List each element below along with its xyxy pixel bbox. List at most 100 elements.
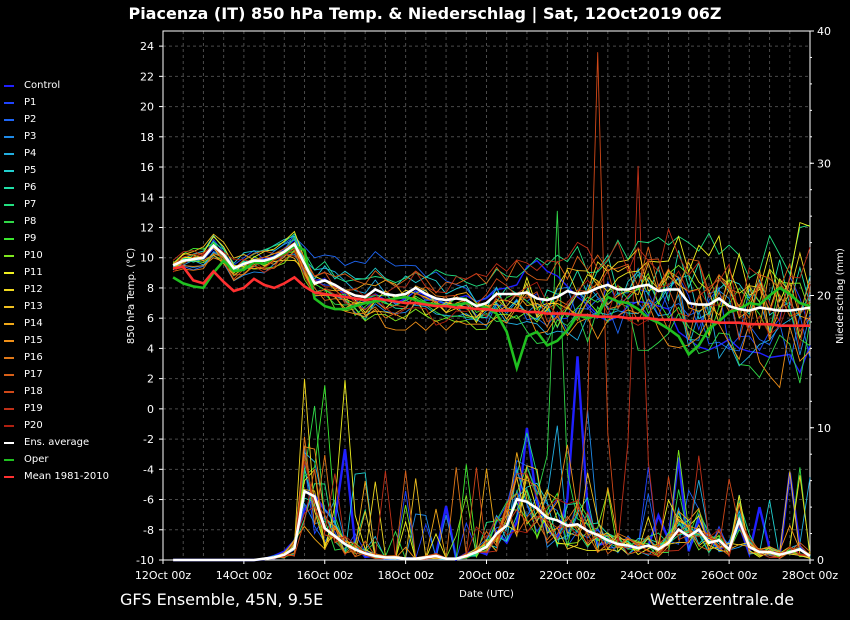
legend-item: P19 (4, 400, 129, 417)
legend-item: P18 (4, 383, 129, 400)
x-tick-label: 26Oct 00z (701, 569, 758, 582)
legend-label: P1 (24, 97, 37, 108)
y-tick-label: 6 (147, 312, 154, 325)
legend: Control P1 P2 P3 P4 P5 P6 P7 P8 P9 P10 P11 P12 P13 P14… (4, 77, 129, 485)
y-axis-right: 0 10 20 30 40 (810, 25, 831, 567)
temp-line-p16 (172, 250, 811, 341)
legend-item: P4 (4, 145, 129, 162)
legend-label: P18 (24, 386, 43, 397)
legend-swatch (4, 476, 14, 478)
y-tick-label: 20 (140, 101, 154, 114)
legend-item: P8 (4, 213, 129, 230)
precip-line-p6 (173, 487, 811, 561)
legend-item: P6 (4, 179, 129, 196)
legend-label: P15 (24, 335, 43, 346)
legend-item: P16 (4, 349, 129, 366)
y-tick-label: 14 (140, 191, 154, 204)
y2-axis-label: Niederschlag (mm) (835, 248, 846, 344)
temp-line-p15 (172, 244, 811, 389)
legend-item: Ens. average (4, 434, 129, 451)
legend-item: P11 (4, 264, 129, 281)
legend-label: P14 (24, 318, 43, 329)
legend-label: P5 (24, 165, 37, 176)
legend-swatch (4, 459, 14, 461)
y2-tick-label: 10 (817, 422, 831, 435)
legend-swatch (4, 357, 14, 359)
temp-line-p17 (172, 242, 811, 333)
legend-label: Ens. average (24, 437, 90, 448)
legend-label: P17 (24, 369, 43, 380)
legend-swatch (4, 102, 14, 104)
legend-item: Oper (4, 451, 129, 468)
legend-label: P12 (24, 284, 43, 295)
temp-line-p20 (172, 244, 811, 348)
legend-swatch (4, 85, 14, 87)
y-tick-label: 8 (147, 282, 154, 295)
legend-swatch (4, 408, 14, 410)
y-tick-label: 2 (147, 373, 154, 386)
legend-item: P17 (4, 366, 129, 383)
legend-label: P2 (24, 114, 37, 125)
legend-label: Control (24, 80, 61, 91)
legend-item: P13 (4, 298, 129, 315)
legend-swatch (4, 272, 14, 274)
y-tick-label: 4 (147, 342, 154, 355)
legend-label: P13 (24, 301, 43, 312)
y-tick-label: 16 (140, 161, 154, 174)
legend-swatch (4, 391, 14, 393)
source-label: Wetterzentrale.de (650, 590, 795, 609)
model-label: GFS Ensemble, 45N, 9.5E (120, 590, 324, 609)
legend-item: P14 (4, 315, 129, 332)
y-tick-label: -2 (143, 433, 154, 446)
y-tick-label: -4 (143, 463, 154, 476)
legend-label: P10 (24, 250, 43, 261)
legend-label: P3 (24, 131, 37, 142)
legend-item: P7 (4, 196, 129, 213)
legend-swatch (4, 442, 14, 444)
precip-line-p19 (173, 165, 811, 561)
legend-label: P11 (24, 267, 43, 278)
legend-swatch (4, 221, 14, 223)
x-axis: 12Oct 00z 14Oct 00z 16Oct 00z 18Oct 00z 20Oc… (135, 560, 839, 582)
precip-line-ens-average (173, 489, 811, 562)
legend-swatch (4, 119, 14, 121)
legend-item: Control (4, 77, 129, 94)
legend-swatch (4, 238, 14, 240)
legend-item: P5 (4, 162, 129, 179)
legend-item: P2 (4, 111, 129, 128)
y-tick-label: -10 (136, 554, 154, 567)
y-tick-label: -6 (143, 494, 154, 507)
legend-item: P12 (4, 281, 129, 298)
legend-swatch (4, 425, 14, 427)
legend-item: P20 (4, 417, 129, 434)
legend-label: Oper (24, 454, 49, 465)
temp-line-p10 (172, 248, 811, 331)
legend-swatch (4, 306, 14, 308)
x-tick-label: 22Oct 00z (539, 569, 596, 582)
y-tick-label: 18 (140, 131, 154, 144)
legend-item: P10 (4, 247, 129, 264)
legend-swatch (4, 255, 14, 257)
x-tick-label: 12Oct 00z (135, 569, 192, 582)
legend-label: P19 (24, 403, 43, 414)
legend-item: Mean 1981-2010 (4, 468, 129, 485)
y-tick-label: 22 (140, 70, 154, 83)
legend-swatch (4, 170, 14, 172)
legend-swatch (4, 204, 14, 206)
legend-item: P3 (4, 128, 129, 145)
x-tick-label: 24Oct 00z (620, 569, 677, 582)
y-tick-label: 0 (147, 403, 154, 416)
y2-tick-label: 30 (817, 157, 831, 170)
y2-tick-label: 20 (817, 290, 831, 303)
temp-line-p19 (172, 227, 811, 323)
legend-label: P4 (24, 148, 37, 159)
x-tick-label: 20Oct 00z (458, 569, 515, 582)
legend-label: P20 (24, 420, 43, 431)
legend-item: P1 (4, 94, 129, 111)
y-tick-label: 12 (140, 221, 154, 234)
x-tick-label: 28Oct 00z (782, 569, 839, 582)
legend-swatch (4, 374, 14, 376)
legend-swatch (4, 136, 14, 138)
